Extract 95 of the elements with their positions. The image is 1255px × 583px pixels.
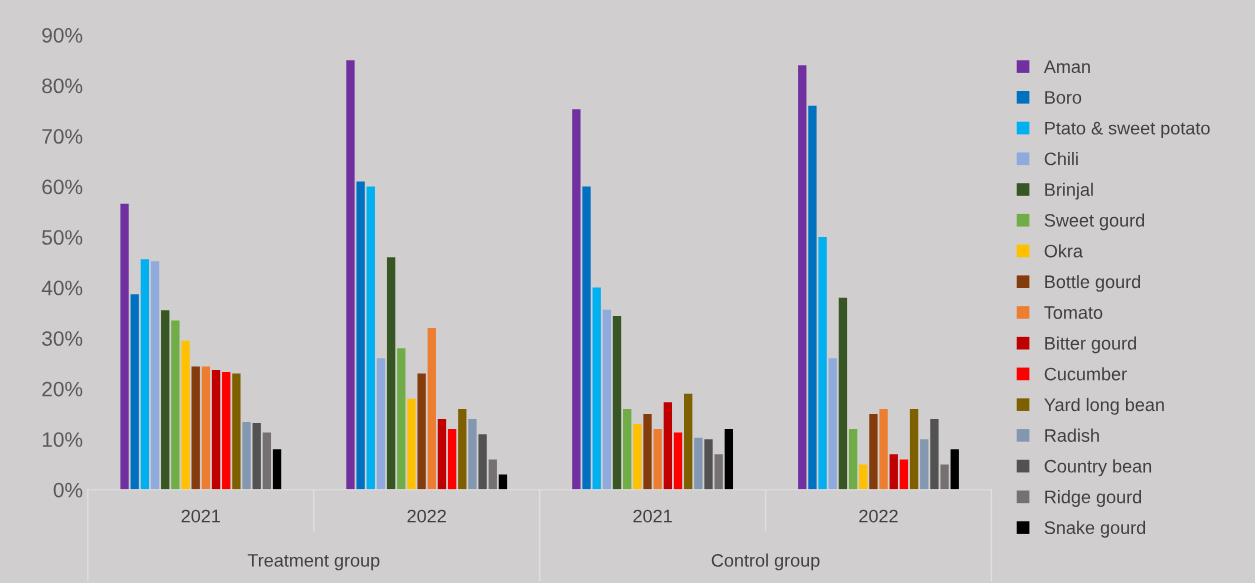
legend-label: Radish <box>1045 428 1099 442</box>
bar <box>272 449 282 490</box>
text: Control group <box>711 553 820 571</box>
bar <box>130 294 139 490</box>
bar <box>859 464 868 490</box>
bar <box>704 439 713 490</box>
bar <box>920 439 929 490</box>
bar <box>930 418 939 490</box>
y-tick-label: 90% <box>42 27 83 43</box>
bar <box>120 203 129 490</box>
bar <box>478 434 487 490</box>
x-tick-label: 2022 <box>407 509 446 523</box>
bar <box>684 393 693 490</box>
bar <box>653 429 662 490</box>
bar <box>643 413 652 490</box>
bar <box>899 459 909 490</box>
bar <box>356 181 365 490</box>
legend-label: Bottle gourd <box>1045 274 1141 292</box>
bar <box>869 413 878 490</box>
bar <box>828 358 837 490</box>
x-tick-label: 2021 <box>633 509 672 523</box>
legend-label: Chili <box>1044 152 1078 166</box>
bar <box>940 464 949 490</box>
bar <box>346 60 355 490</box>
legend-label: Country bean <box>1044 459 1152 477</box>
bar <box>818 237 827 490</box>
bar <box>663 402 673 490</box>
bar <box>140 259 150 490</box>
bar <box>150 261 160 490</box>
bar <box>694 437 703 490</box>
bar <box>572 109 581 490</box>
bar <box>714 454 723 490</box>
bar <box>386 257 396 490</box>
y-tick-label: 70% <box>42 129 83 144</box>
y-tick-label: 0% <box>53 482 83 498</box>
bar <box>582 186 591 490</box>
bar <box>808 105 817 490</box>
bar <box>848 429 858 490</box>
bar <box>397 348 406 490</box>
legend-label: Snake gourd <box>1044 520 1146 538</box>
bar <box>592 287 601 490</box>
bar <box>879 408 888 490</box>
bar <box>909 408 919 490</box>
bar <box>222 371 231 490</box>
legend-label: Okra <box>1044 244 1083 258</box>
text: Treatment group <box>247 554 380 571</box>
bar <box>191 366 200 490</box>
bar <box>950 449 959 490</box>
legend-label: Boro <box>1045 91 1082 104</box>
x-tick-label: 2021 <box>181 509 220 523</box>
bar <box>407 398 416 490</box>
bar <box>161 310 170 490</box>
legend-label: Cucumber <box>1044 367 1127 381</box>
legend-label: Brinjal <box>1045 182 1093 200</box>
y-tick-label: 80% <box>42 78 83 94</box>
legend-label: Ridge gourd <box>1045 490 1142 507</box>
legend-label: Tomato <box>1044 306 1103 319</box>
bar <box>633 424 642 490</box>
bar <box>201 366 211 490</box>
bar <box>262 432 272 490</box>
bar <box>673 432 683 490</box>
bar <box>602 309 612 490</box>
y-tick-label: 50% <box>42 230 83 245</box>
bar <box>366 186 375 490</box>
bar <box>838 297 848 490</box>
bar <box>447 429 457 490</box>
y-tick-label: 40% <box>41 280 83 296</box>
bar <box>889 454 898 490</box>
y-tick-label: 10% <box>42 432 83 447</box>
bar <box>252 423 261 490</box>
bar <box>488 459 497 490</box>
legend-label: Bitter gourd <box>1045 336 1136 354</box>
bar <box>623 408 632 490</box>
legend-label: Aman <box>1043 60 1090 74</box>
bar <box>232 373 241 490</box>
bar <box>458 408 467 490</box>
y-tick-label: 20% <box>42 381 83 397</box>
bar <box>242 422 251 490</box>
bar <box>211 369 221 490</box>
legend-label: Ptato & sweet potato <box>1045 121 1210 139</box>
bar <box>427 328 436 490</box>
x-tick-label: 2022 <box>859 509 898 523</box>
y-tick-label: 30% <box>42 331 83 346</box>
bar <box>171 320 180 490</box>
legend-label: Yard long bean <box>1044 397 1164 415</box>
bar <box>181 340 190 490</box>
bar <box>376 358 386 490</box>
bar <box>612 315 622 490</box>
bar <box>437 418 447 490</box>
bar <box>798 65 807 490</box>
bar <box>468 418 477 490</box>
bar <box>417 373 426 490</box>
y-tick-label: 60% <box>42 179 83 195</box>
legend-label: Sweet gourd <box>1044 213 1145 231</box>
bar <box>724 429 734 490</box>
